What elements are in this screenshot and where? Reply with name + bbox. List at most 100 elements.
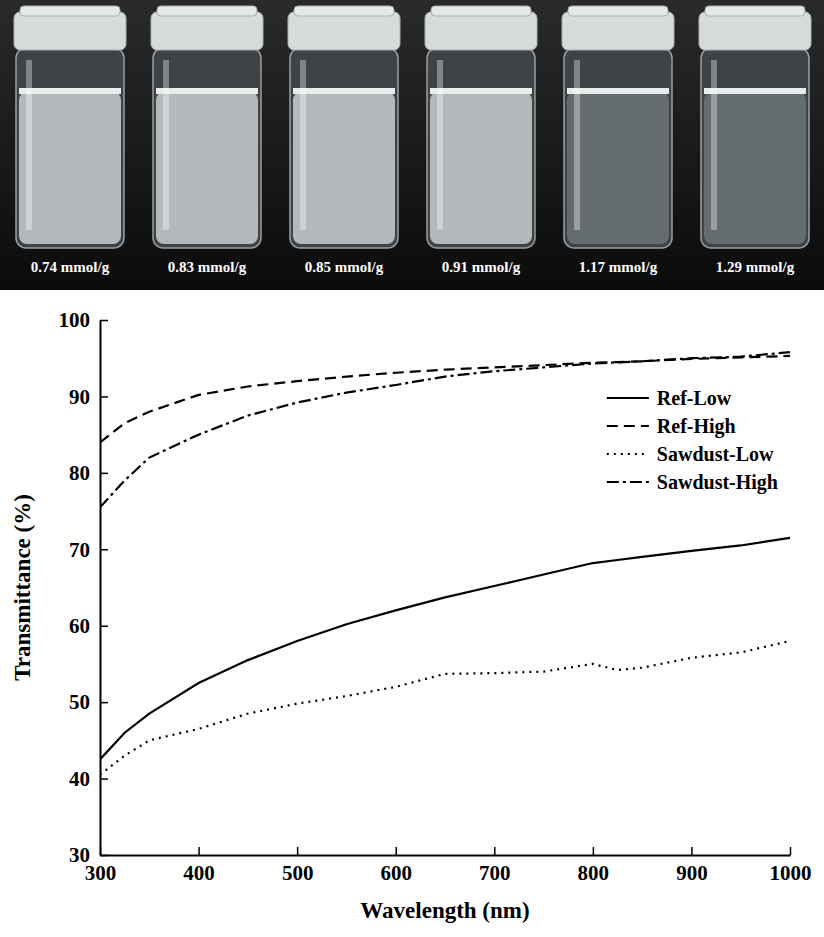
vial-highlight [711, 60, 717, 230]
tick: 100 [59, 308, 109, 332]
tick-label: 400 [183, 861, 215, 885]
vial [699, 6, 811, 248]
vial-liquid [430, 92, 532, 244]
vial-label: 1.17 mmol/g [579, 259, 658, 275]
vial-meniscus [156, 88, 258, 94]
tick-mark [100, 320, 108, 322]
legend-item: Sawdust-High [607, 471, 778, 494]
series-line [100, 538, 790, 760]
tick-mark [100, 702, 108, 704]
vial-cap [14, 12, 126, 50]
tick-mark [100, 855, 108, 857]
tick-mark [100, 778, 108, 780]
tick: 30 [69, 843, 108, 867]
vial [425, 6, 537, 248]
vial-liquid [567, 92, 669, 244]
tick-label: 50 [69, 690, 90, 714]
tick-label: 40 [69, 767, 90, 791]
tick: 90 [69, 385, 108, 409]
tick-mark [395, 847, 397, 855]
vial [562, 6, 674, 248]
legend-swatch [607, 481, 649, 483]
canvas: 0.74 mmol/g0.83 mmol/g0.85 mmol/g0.91 mm… [0, 0, 824, 937]
vial-cap [562, 12, 674, 50]
vial-liquid [704, 92, 806, 244]
tick: 60 [69, 614, 108, 638]
vial-cap-top [294, 6, 394, 16]
vial-highlight [437, 60, 443, 230]
tick-label: 700 [479, 861, 511, 885]
vial-cap-top [20, 6, 120, 16]
series-line [100, 641, 790, 775]
vial-cap-top [705, 6, 805, 16]
tick-mark [100, 396, 108, 398]
legend-swatch [607, 425, 649, 427]
vial-cap [151, 12, 263, 50]
tick-mark [100, 549, 108, 551]
tick: 500 [282, 847, 314, 885]
tick: 40 [69, 767, 108, 791]
vial [151, 6, 263, 248]
tick-label: 30 [69, 843, 90, 867]
tick-mark [494, 847, 496, 855]
tick-label: 70 [69, 538, 90, 562]
vial-highlight [300, 60, 306, 230]
tick-label: 500 [282, 861, 314, 885]
tick-label: 80 [69, 461, 90, 485]
legend-swatch [607, 397, 649, 399]
tick: 900 [676, 847, 708, 885]
legend-label: Ref-Low [657, 387, 732, 409]
plot-area [100, 352, 790, 775]
x-axis: 3004005006007008009001000 [85, 847, 812, 885]
axis-line [101, 855, 791, 857]
legend-item: Sawdust-Low [607, 443, 774, 465]
tick-mark [691, 847, 693, 855]
vial [288, 6, 400, 248]
y-axis-title: Transmittance (%) [10, 494, 35, 681]
tick-label: 800 [578, 861, 610, 885]
legend-label: Sawdust-Low [657, 443, 774, 465]
y-axis: 30 40 50 60 70 80 90 100 [59, 308, 109, 867]
vial-label: 0.91 mmol/g [442, 259, 521, 275]
vial-cap [699, 12, 811, 50]
vial-meniscus [567, 88, 669, 94]
vial-meniscus [19, 88, 121, 94]
tick-label: 1000 [770, 861, 812, 885]
series-line [100, 352, 790, 507]
tick-label: 600 [380, 861, 412, 885]
vial-liquid [293, 92, 395, 244]
tick-mark [100, 473, 108, 475]
tick: 800 [578, 847, 610, 885]
vial-glass [564, 48, 672, 248]
vial-glass [16, 48, 124, 248]
photo: 0.74 mmol/g0.83 mmol/g0.85 mmol/g0.91 mm… [0, 0, 824, 290]
tick: 400 [183, 847, 215, 885]
photo-background [0, 0, 824, 290]
tick-mark [297, 847, 299, 855]
vial-highlight [26, 60, 32, 230]
vial [14, 6, 126, 248]
vial-glass [427, 48, 535, 248]
tick: 600 [380, 847, 412, 885]
legend-item: Ref-High [607, 415, 736, 438]
legend-swatch [607, 453, 649, 455]
vial-label: 0.83 mmol/g [168, 259, 247, 275]
vial-highlight [163, 60, 169, 230]
tick: 700 [479, 847, 511, 885]
x-axis-title: Wavelength (nm) [360, 898, 529, 923]
vial-label: 1.29 mmol/g [716, 259, 795, 275]
legend-label: Sawdust-High [657, 471, 778, 494]
vial-glass [290, 48, 398, 248]
tick-label: 90 [69, 385, 90, 409]
tick-label: 100 [59, 308, 91, 332]
vial-highlight [574, 60, 580, 230]
tick: 50 [69, 690, 108, 714]
vial-cap-top [157, 6, 257, 16]
vial-meniscus [704, 88, 806, 94]
tick: 1000 [770, 847, 812, 885]
vial-cap [425, 12, 537, 50]
legend-item: Ref-Low [607, 387, 732, 409]
tick-mark [100, 625, 108, 627]
tick-mark [198, 847, 200, 855]
vial-label: 0.74 mmol/g [31, 259, 110, 275]
